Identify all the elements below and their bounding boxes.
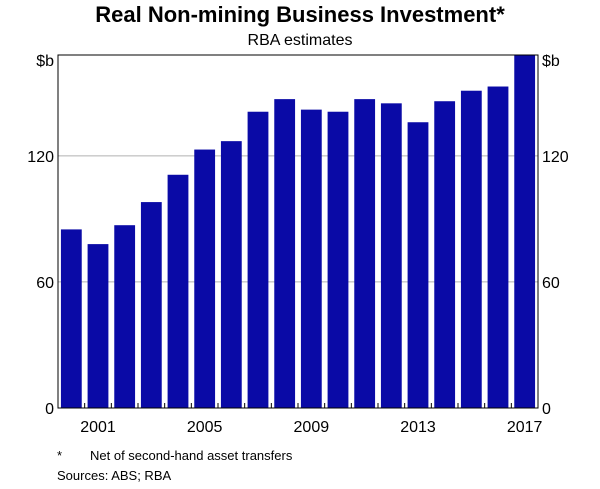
x-tick-label: 2005	[187, 419, 223, 436]
bar-2015	[460, 90, 482, 408]
x-tick-label: 2017	[507, 419, 543, 436]
y-unit-right: $b	[542, 53, 560, 70]
bar-2000	[60, 229, 82, 408]
footnote-marker: *	[57, 448, 63, 463]
y-tick-label-left: 120	[27, 149, 54, 166]
sources-note: Sources: ABS; RBA	[57, 468, 172, 483]
chart-title: Real Non-mining Business Investment*	[95, 2, 505, 27]
bar-2017	[514, 55, 536, 408]
bar-2016	[487, 86, 509, 409]
bar-2001	[87, 244, 109, 408]
bar-2003	[140, 202, 162, 408]
y-unit-left: $b	[36, 53, 54, 70]
y-tick-label-left: 0	[45, 401, 54, 418]
bar-2010	[327, 111, 349, 408]
y-tick-label-right: 120	[542, 149, 569, 166]
bar-2013	[407, 122, 429, 408]
bar-2012	[380, 103, 402, 408]
y-tick-label-right: 0	[542, 401, 551, 418]
bar-2007	[247, 111, 269, 408]
x-tick-label: 2009	[294, 419, 330, 436]
bar-2011	[354, 99, 376, 408]
bar-2014	[434, 101, 456, 408]
bar-2009	[300, 109, 322, 408]
x-tick-label: 2001	[80, 419, 116, 436]
bar-2008	[274, 99, 296, 408]
bar-2006	[220, 141, 242, 408]
chart-subtitle: RBA estimates	[247, 32, 353, 49]
footnote-text: Net of second-hand asset transfers	[90, 448, 293, 463]
bar-2002	[114, 225, 136, 408]
y-tick-label-left: 60	[36, 275, 54, 292]
bar-2005	[194, 149, 216, 408]
x-tick-label: 2013	[400, 419, 436, 436]
y-tick-label-right: 60	[542, 275, 560, 292]
bar-2004	[167, 174, 189, 408]
